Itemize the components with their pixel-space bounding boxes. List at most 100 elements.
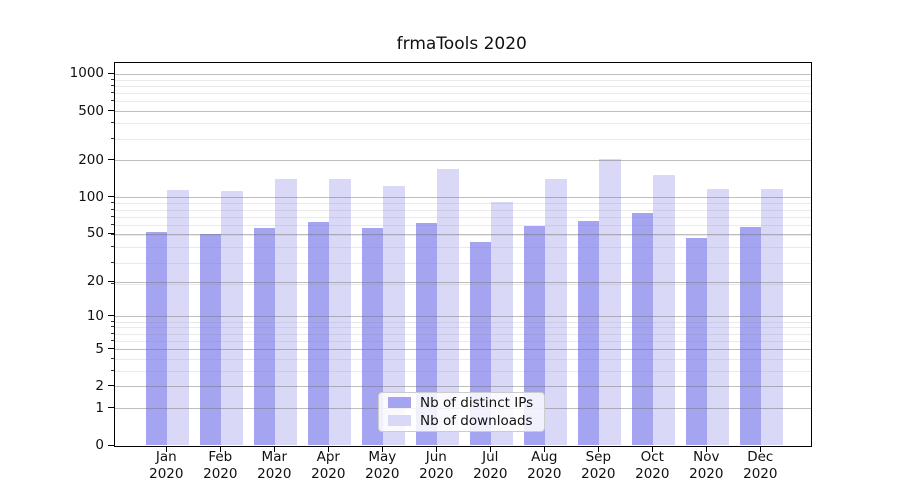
y-minor-tick-mark [110,261,114,263]
y-axis-tick-label: 100 [78,188,104,205]
gridline-minor [114,262,811,264]
y-tick-mark [107,315,114,317]
legend-label-downloads: Nb of downloads [420,412,533,429]
bar-distinct-ips [631,212,654,446]
y-tick-mark [107,407,114,409]
y-axis-tick-label: 200 [78,151,104,168]
gridline-major [114,349,811,351]
bar-distinct-ips [307,221,330,446]
y-tick-mark [107,232,114,234]
y-tick-mark [107,444,114,446]
bar-downloads [545,179,567,446]
gridline-minor [114,93,811,95]
x-axis-tick-label: Oct 2020 [635,449,670,482]
x-tick-mark [166,445,168,452]
legend-swatch-distinct-ips [388,397,411,408]
gridline-major [114,386,811,388]
plot-area [113,62,812,447]
y-minor-tick-mark [110,283,114,285]
x-axis-tick-label: Dec 2020 [743,449,778,482]
x-tick-mark [490,445,492,452]
gridline-minor [114,358,811,360]
y-tick-mark [107,348,114,350]
gridline-minor [114,284,811,286]
x-tick-mark [382,445,384,452]
bar-distinct-ips [577,220,600,446]
gridline-minor [114,370,811,372]
gridline-major [114,73,811,75]
y-minor-tick-mark [110,332,114,334]
bar-downloads [167,189,189,446]
y-tick-mark [107,196,114,198]
y-minor-tick-mark [110,326,114,328]
y-axis-tick-label: 2 [95,377,104,394]
bar-downloads [221,190,243,446]
x-tick-mark [760,445,762,452]
y-axis-tick-label: 20 [86,273,104,290]
legend-row-distinct-ips: Nb of distinct IPs [388,396,544,410]
gridline-major [114,281,811,283]
legend-swatch-downloads [388,415,411,426]
y-axis-tick-label: 1 [95,399,104,416]
y-minor-tick-mark [110,320,114,322]
gridline-minor [114,321,811,323]
gridline-minor [114,123,811,125]
x-axis-tick-label: Jul 2020 [473,449,508,482]
y-minor-tick-mark [110,339,114,341]
gridline-minor [114,101,811,103]
bar-distinct-ips [739,227,762,446]
bar-distinct-ips [523,226,546,446]
bar-downloads [599,159,621,446]
x-tick-mark [220,445,222,452]
y-tick-mark [107,159,114,161]
gridline-major [114,316,811,318]
x-axis-tick-label: Jun 2020 [419,449,454,482]
bar-downloads [329,179,351,446]
x-axis-tick-label: Nov 2020 [689,449,724,482]
gridline-minor [114,79,811,81]
bar-downloads [383,186,405,446]
y-minor-tick-mark [110,208,114,210]
x-axis-tick-label: May 2020 [365,449,400,482]
bar-distinct-ips [145,231,168,446]
gridline-minor [114,225,811,227]
y-minor-tick-mark [110,246,114,248]
gridline-major [114,233,811,235]
x-tick-mark [436,445,438,452]
y-minor-tick-mark [110,224,114,226]
gridline-minor [114,138,811,140]
bar-downloads [707,189,729,446]
y-minor-tick-mark [110,78,114,80]
bar-downloads [275,178,297,446]
y-tick-mark [107,280,114,282]
y-minor-tick-mark [110,202,114,204]
chart-title: frmaTools 2020 [396,34,527,54]
y-axis-tick-label: 1000 [69,65,104,82]
y-minor-tick-mark [110,357,114,359]
gridline-minor [114,209,811,211]
bar-distinct-ips [415,223,438,446]
gridline-minor [114,235,811,237]
bar-downloads [761,189,783,446]
gridline-minor [114,333,811,335]
gridline-major [114,197,811,199]
y-minor-tick-mark [110,234,114,236]
bar-distinct-ips [199,233,222,446]
bar-downloads [653,175,675,446]
y-axis-tick-label: 500 [78,102,104,119]
gridline-minor [114,85,811,87]
y-minor-tick-mark [110,92,114,94]
y-axis-tick-label: 10 [86,307,104,324]
gridline-minor [114,247,811,249]
y-minor-tick-mark [110,215,114,217]
y-tick-mark [107,385,114,387]
y-axis-tick-label: 50 [86,225,104,242]
bar-downloads [491,201,513,446]
gridline-major [114,111,811,113]
gridline-major [114,160,811,162]
x-tick-mark [274,445,276,452]
y-tick-mark [107,72,114,74]
y-minor-tick-mark [110,84,114,86]
gridline-minor [114,327,811,329]
